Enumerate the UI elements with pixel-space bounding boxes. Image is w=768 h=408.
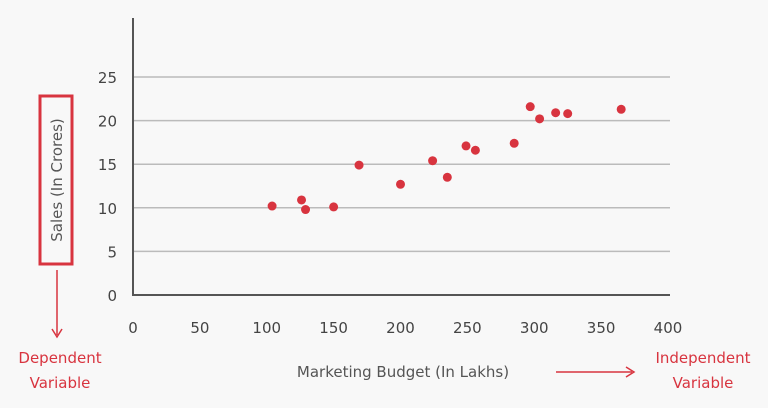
y-tick-labels: 0 5 10 15 20 25	[98, 69, 117, 305]
data-point	[525, 102, 535, 112]
data-point	[509, 138, 519, 148]
y-tick-label: 5	[107, 243, 117, 261]
data-point	[396, 179, 405, 189]
data-point	[563, 109, 573, 119]
data-point	[297, 195, 307, 205]
data-point	[470, 145, 480, 155]
gridlines	[133, 76, 670, 253]
data-point	[551, 108, 561, 118]
data-points	[267, 102, 626, 215]
dependent-arrow-head	[51, 328, 63, 339]
data-point	[428, 156, 438, 166]
x-tick-label: 300	[520, 319, 549, 337]
x-tick-label: 250	[453, 319, 482, 337]
data-point	[616, 104, 626, 114]
y-tick-label: 0	[107, 287, 117, 305]
independent-label-line2: Variable	[673, 374, 734, 392]
x-tick-label: 400	[654, 319, 683, 337]
y-axis-label: Sales (In Crores)	[48, 118, 66, 241]
x-tick-label: 50	[190, 319, 209, 337]
y-tick-label: 20	[98, 113, 117, 131]
data-point	[354, 160, 364, 170]
data-point	[461, 141, 471, 151]
x-tick-label: 150	[319, 319, 348, 337]
independent-arrow-head	[625, 366, 636, 378]
y-tick-label: 15	[98, 156, 117, 174]
data-point	[442, 172, 452, 182]
x-tick-label: 350	[587, 319, 616, 337]
y-tick-label: 25	[98, 69, 117, 87]
x-tick-label: 0	[128, 319, 138, 337]
y-label-highlight-box	[38, 94, 74, 266]
x-axis-label: Marketing Budget (In Lakhs)	[297, 363, 509, 381]
x-tick-label: 100	[252, 319, 281, 337]
dependent-label-line2: Variable	[30, 374, 91, 392]
data-point	[301, 205, 311, 215]
x-tick-labels: 0 50 100 150 200 250 300 350 400	[128, 319, 682, 337]
x-tick-label: 200	[386, 319, 415, 337]
dependent-label-line1: Dependent	[18, 349, 101, 367]
independent-label-line1: Independent	[655, 349, 750, 367]
data-point	[535, 114, 545, 124]
data-point	[267, 201, 277, 211]
y-tick-label: 10	[98, 200, 117, 218]
data-point	[329, 202, 339, 212]
